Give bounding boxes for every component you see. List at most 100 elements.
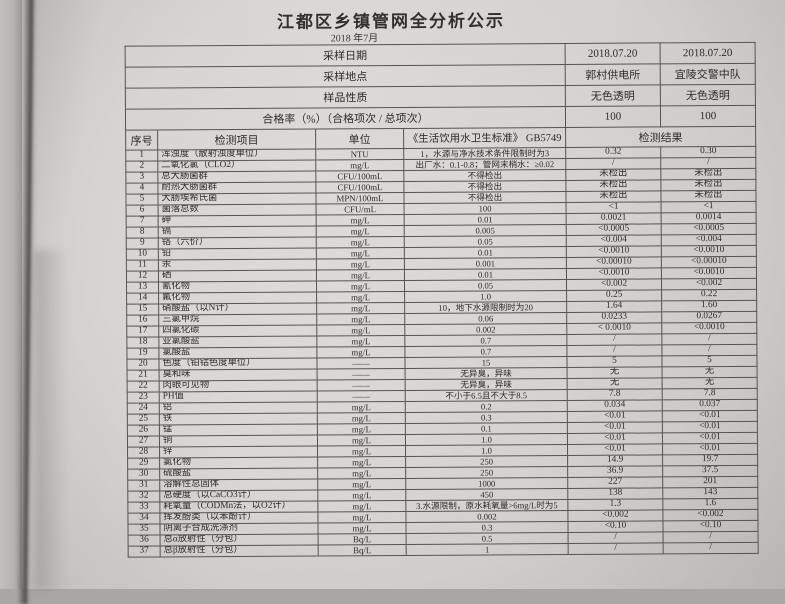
cell-no: 9 — [126, 237, 159, 250]
cell-no: 19 — [126, 347, 159, 360]
cell-no: 6 — [126, 204, 159, 217]
cell-r2: <1 — [661, 201, 757, 213]
cell-r2: 143 — [662, 487, 758, 499]
meta-value-site2: 2018.07.20 — [660, 42, 756, 64]
cell-r2: 0.22 — [661, 289, 757, 301]
cell-r2: <0.0010 — [661, 245, 757, 257]
cell-unit: mg/L — [316, 258, 405, 271]
cell-no: 8 — [126, 226, 159, 239]
cell-r2: / — [663, 542, 759, 554]
cell-r2: 19.7 — [662, 454, 758, 466]
cell-unit: Bq/L — [318, 533, 407, 546]
cell-unit: mg/L — [316, 269, 405, 282]
cell-unit: mg/L — [317, 445, 406, 458]
cell-unit: CFU/mL — [316, 203, 405, 216]
cell-r1: 138 — [567, 487, 663, 500]
cell-r1: <0.01 — [567, 432, 663, 445]
cell-r2: <0.01 — [662, 410, 758, 422]
cell-no: 35 — [127, 523, 161, 536]
cell-unit: mg/L — [317, 434, 406, 447]
cell-no: 13 — [126, 281, 159, 294]
cell-no: 34 — [127, 512, 160, 525]
cell-unit: mg/L — [316, 302, 405, 315]
photo-background — [0, 0, 785, 589]
cell-r2: 未检出 — [660, 190, 757, 202]
cell-r1: <0.01 — [567, 410, 663, 423]
cell-unit: mg/L — [316, 346, 405, 359]
cell-r2: 1.6 — [662, 498, 758, 510]
cell-no: 3 — [125, 171, 158, 184]
cell-r2: / — [661, 333, 757, 345]
cell-no: 33 — [127, 501, 160, 514]
cell-r1: <0.0010 — [566, 245, 662, 258]
cell-r1: 0.32 — [565, 146, 661, 159]
analysis-table: 采样日期 2018.07.20 2018.07.20 采样地点 郭村供电所 宜陵… — [124, 41, 759, 558]
meta-value-site2: 宜陵交警中队 — [660, 63, 756, 85]
cell-unit: —— — [317, 379, 406, 392]
cell-unit: mg/L — [316, 225, 405, 238]
meta-value-site1: 100 — [565, 105, 661, 128]
cell-r2: <0.0010 — [661, 267, 757, 279]
cell-r2: <0.0010 — [661, 322, 757, 334]
cell-no: 30 — [127, 468, 160, 481]
cell-unit: mg/L — [317, 423, 406, 436]
cell-no: 7 — [126, 215, 159, 228]
cell-no: 32 — [127, 490, 160, 503]
cell-unit: Bq/L — [318, 544, 407, 557]
cell-no: 31 — [127, 479, 160, 492]
document: 江都区乡镇管网全分析公示 2018 年7月 采样日期 2018.07.20 20… — [124, 11, 759, 558]
cell-r1: <0.0005 — [566, 223, 662, 236]
cell-r1: <0.01 — [567, 443, 663, 456]
cell-r1: <0.002 — [566, 278, 662, 291]
cell-r2: <0.01 — [662, 421, 758, 433]
cell-r1: 36.9 — [567, 465, 663, 478]
cell-r2: <0.10 — [662, 520, 759, 532]
cell-r1: 7.8 — [567, 388, 663, 401]
cell-r2: 无 — [662, 366, 758, 378]
cell-r1: 未检出 — [565, 179, 661, 192]
cell-no: 25 — [127, 413, 160, 426]
cell-r2: 201 — [662, 476, 758, 488]
cell-r1: 0.0233 — [566, 311, 662, 324]
col-header-standard: 《生活饮用水卫生标准》 GB5749 — [403, 127, 566, 149]
cell-r1: <1 — [566, 201, 662, 214]
cell-no: 17 — [126, 325, 159, 338]
cell-no: 16 — [126, 314, 159, 327]
cell-unit: mg/L — [317, 478, 406, 491]
cell-r2: 未检出 — [660, 179, 756, 191]
cell-no: 20 — [126, 358, 160, 371]
meta-label: 合格率（%）（合格项次 / 总项次） — [125, 106, 566, 131]
cell-r1: / — [568, 542, 664, 555]
cell-r2: <0.002 — [661, 278, 757, 290]
cell-no: 29 — [127, 457, 160, 470]
cell-r1: 无 — [567, 377, 663, 390]
cell-no: 10 — [126, 248, 159, 261]
cell-no: 1 — [125, 149, 158, 162]
cell-no: 27 — [127, 435, 160, 448]
cell-r2: 未检出 — [660, 168, 756, 180]
cell-no: 23 — [127, 391, 160, 404]
cell-r1: <0.004 — [566, 234, 662, 247]
cell-no: 37 — [128, 545, 161, 558]
cell-no: 14 — [126, 292, 159, 305]
cell-r1: 227 — [567, 476, 663, 489]
cell-r2: <0.0005 — [661, 223, 757, 235]
cell-r1: <0.0010 — [566, 267, 662, 280]
meta-value-site2: 无色透明 — [660, 84, 756, 106]
cell-unit: —— — [317, 390, 406, 403]
cell-r1: <0.01 — [567, 421, 663, 434]
cell-unit: —— — [316, 357, 406, 370]
cell-unit: mg/L — [316, 291, 405, 304]
cell-r2: 5 — [661, 355, 758, 367]
cell-r1: 0.25 — [566, 289, 662, 302]
cell-standard: 3.水源限制，原水耗氧量>6mg/L时为5 — [405, 499, 568, 512]
cell-no: 5 — [125, 193, 159, 206]
cell-r2: <0.002 — [662, 509, 758, 521]
cell-unit: mg/L — [317, 500, 406, 513]
cell-no: 11 — [126, 259, 159, 272]
cell-standard: 1 — [406, 543, 569, 556]
cell-unit: mg/L — [317, 456, 406, 469]
cell-r2: <0.01 — [662, 432, 758, 444]
cell-r1: < 0.0010 — [566, 322, 662, 335]
cell-r1: 1.3 — [567, 498, 663, 511]
